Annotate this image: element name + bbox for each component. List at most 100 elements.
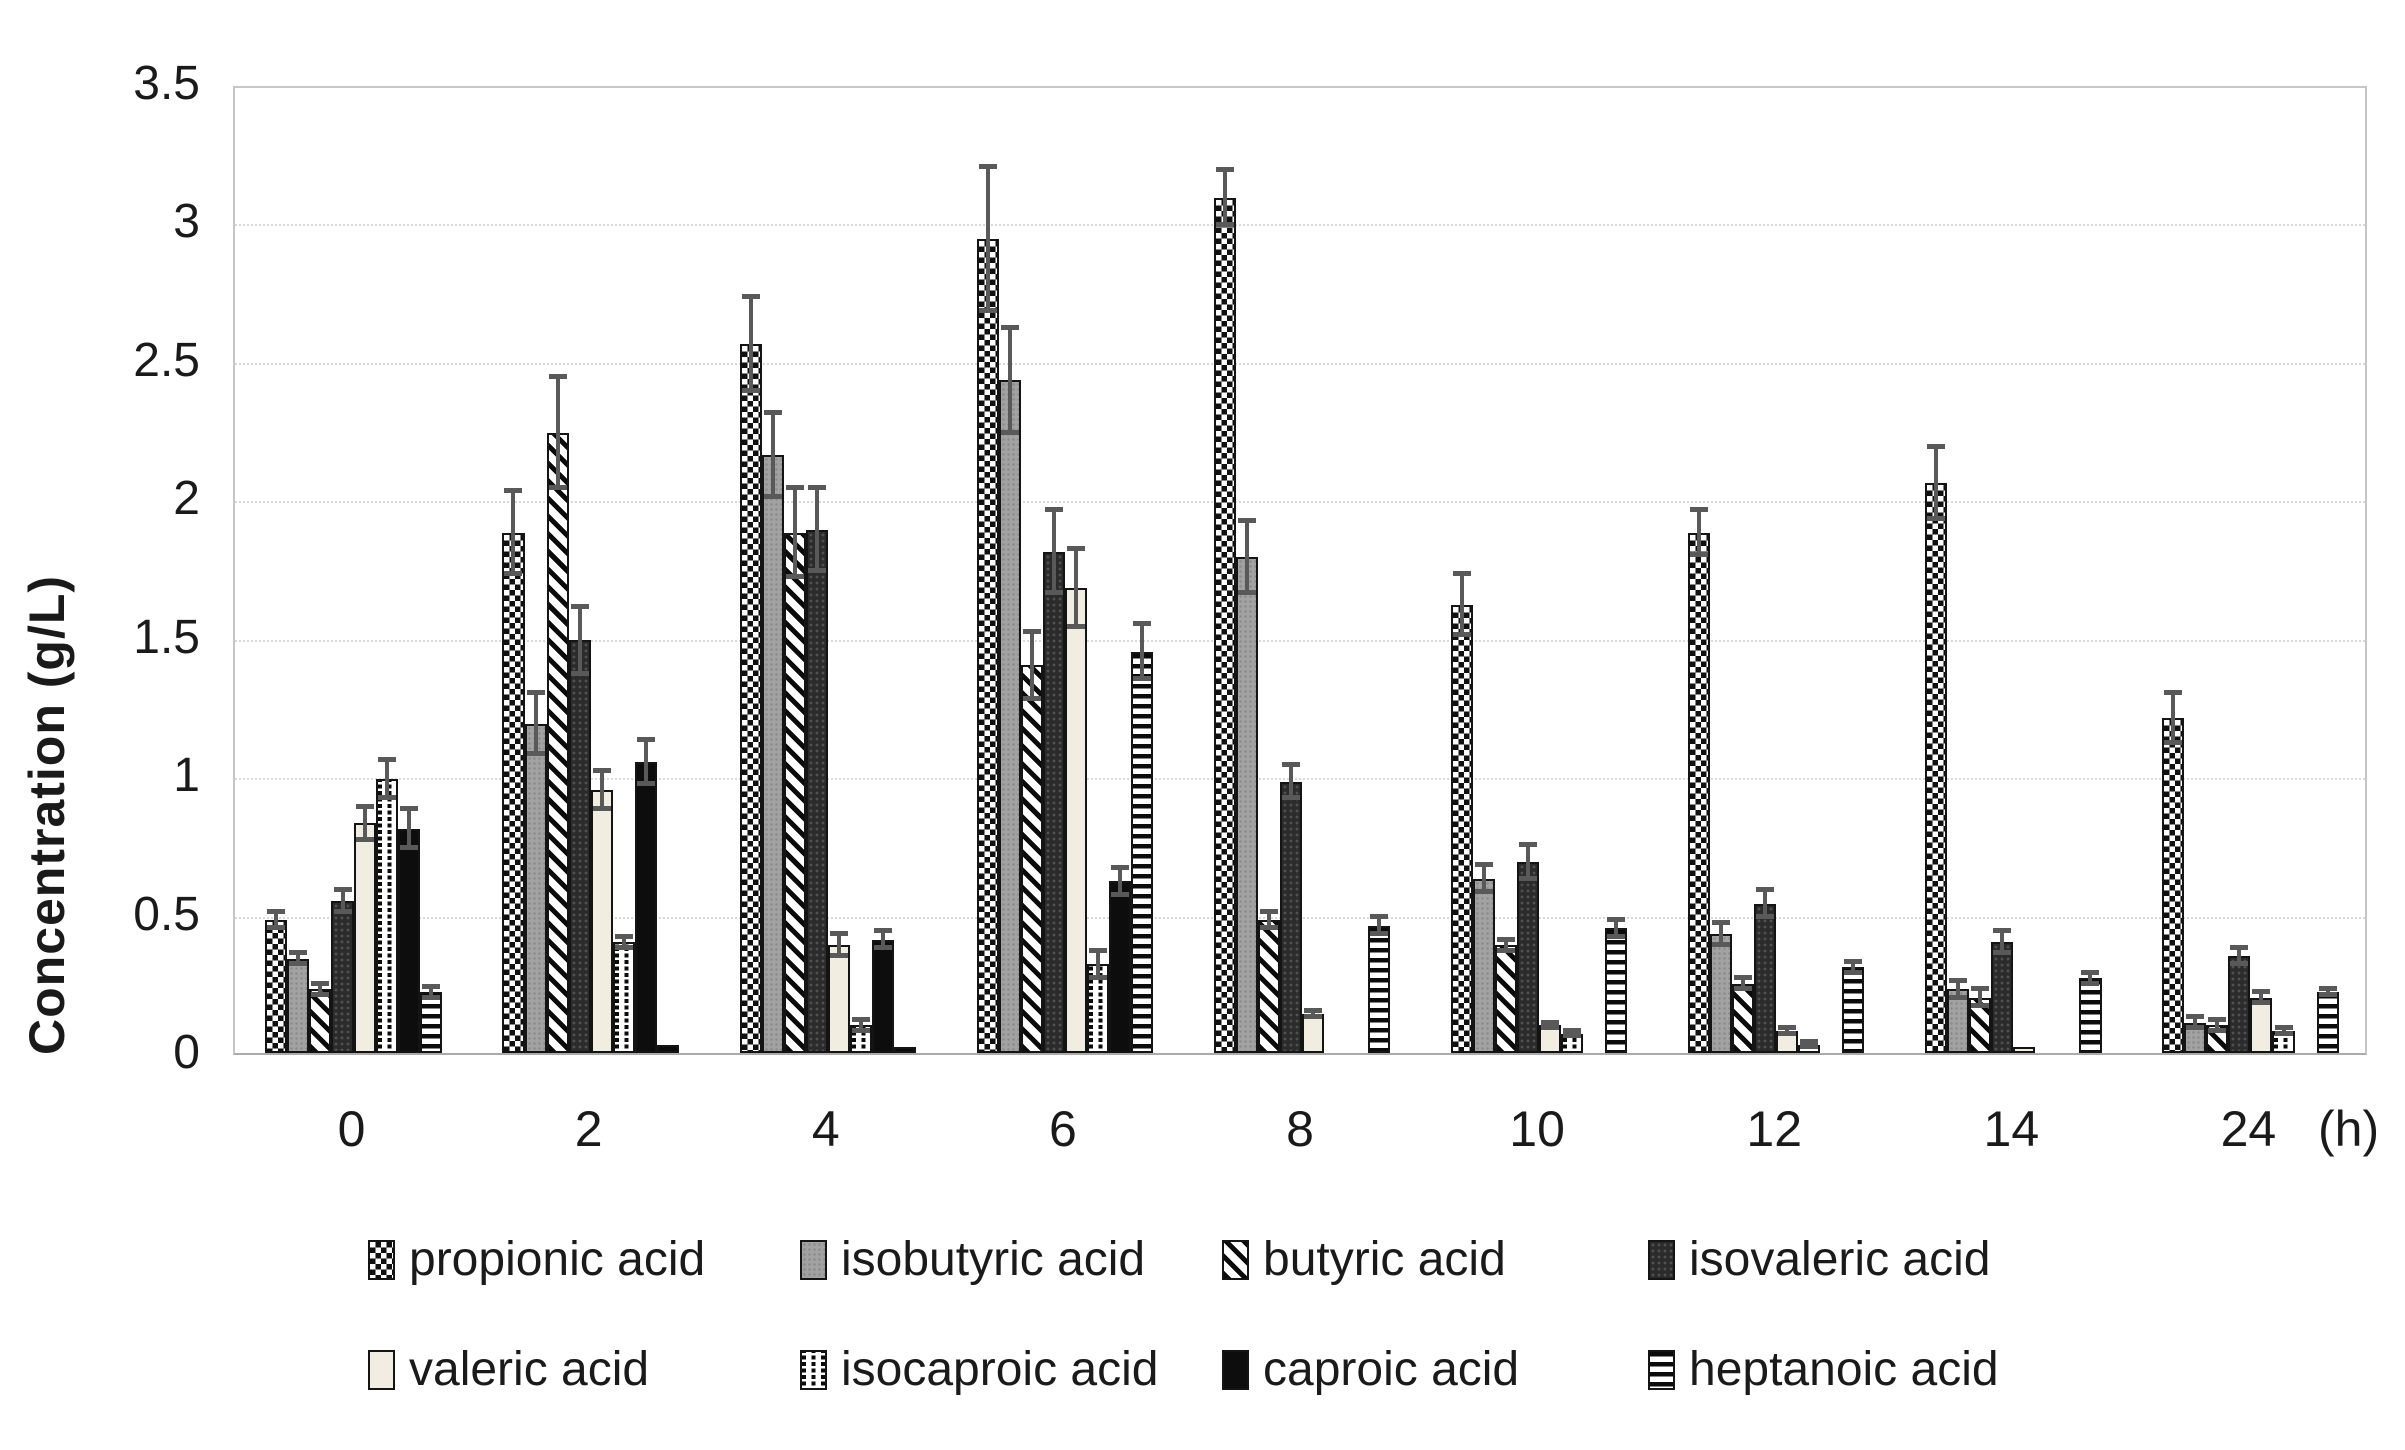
bar-slot (2295, 88, 2317, 1053)
error-bar-cap (851, 1027, 870, 1033)
error-bar-cap (1370, 914, 1389, 920)
error-bar (814, 488, 819, 572)
bar (1086, 964, 1109, 1053)
error-bar-cap (2274, 1025, 2293, 1031)
bar-slot (265, 88, 288, 1053)
error-bar-cap (1044, 590, 1063, 596)
error-bar-cap (311, 991, 330, 997)
bar-slot (353, 88, 376, 1053)
error-bar (1051, 510, 1056, 594)
error-bar-cap (1215, 222, 1234, 228)
error-bar-cap (1993, 950, 2012, 956)
y-tick-label: 3 (173, 195, 200, 249)
error-bar-cap (1734, 975, 1753, 981)
bar-group-8 (1213, 88, 1391, 1053)
bar (1301, 1014, 1325, 1053)
bar-group-12 (1688, 88, 1865, 1053)
error-bar-cap (1452, 571, 1471, 577)
bar (1279, 781, 1302, 1053)
error-bar-cap (1066, 623, 1085, 629)
bar-slot (805, 88, 828, 1053)
error-bar (1266, 911, 1271, 929)
legend-label: butyric acid (1263, 1233, 1506, 1286)
bar (502, 532, 525, 1053)
bar-slot (1969, 88, 1992, 1053)
error-bar (577, 607, 582, 674)
error-bar (2171, 693, 2176, 743)
error-bar (1763, 889, 1768, 918)
bar-slot (1346, 88, 1368, 1053)
error-bar-cap (1778, 1025, 1797, 1031)
x-tick-label: 10 (1509, 1101, 1565, 1157)
error-bar-cap (2252, 1000, 2271, 1006)
bar (739, 344, 762, 1053)
legend-swatch-icon (1648, 1239, 1675, 1280)
legend-item: heptanoic acid (1648, 1342, 1999, 1397)
bar-slot (1086, 88, 1109, 1053)
error-bar-cap (1370, 930, 1389, 936)
error-bar (1140, 623, 1145, 680)
legend-label: propionic acid (409, 1233, 706, 1286)
bar-slot (1991, 88, 2014, 1053)
error-bar-cap (2252, 989, 2271, 995)
error-bar-cap (1088, 975, 1107, 981)
bar-slot (309, 88, 332, 1053)
error-bar (1029, 632, 1034, 699)
error-bar (2215, 1019, 2220, 1031)
error-bar-cap (2318, 986, 2337, 992)
bar (1842, 967, 1865, 1053)
error-bar-cap (1259, 908, 1278, 914)
bar (893, 1047, 916, 1053)
error-bar-cap (504, 487, 523, 493)
bar-slot (568, 88, 591, 1053)
legend-item: isocaproic acid (800, 1342, 1158, 1397)
y-tick-label: 2.5 (133, 333, 200, 387)
error-bar (1288, 765, 1293, 799)
error-bar-cap (377, 756, 396, 762)
error-bar (511, 491, 516, 575)
bar (546, 432, 569, 1053)
bar-slot (893, 88, 916, 1053)
error-bar (1073, 549, 1078, 627)
legend-label: isocaproic acid (841, 1343, 1159, 1396)
bar-slot (2079, 88, 2102, 1053)
bar (2162, 718, 2185, 1053)
error-bar-cap (1690, 551, 1709, 557)
bar-slot (2316, 88, 2339, 1053)
error-bar-cap (1022, 695, 1041, 701)
bar (1688, 532, 1711, 1053)
bar (375, 778, 398, 1053)
bar-slot (761, 88, 784, 1053)
bar (1108, 881, 1132, 1053)
error-bar-cap (763, 410, 782, 416)
bar (2250, 997, 2273, 1053)
error-bar-cap (1927, 515, 1946, 521)
bar (524, 723, 547, 1053)
bar (656, 1044, 679, 1053)
error-bar (2088, 972, 2093, 984)
error-bar (1118, 867, 1122, 896)
error-bar-cap (978, 164, 997, 170)
error-bar-cap (1519, 875, 1538, 881)
legend-item: butyric acid (1222, 1232, 1506, 1287)
error-bar-cap (873, 928, 892, 934)
bar (849, 1025, 872, 1053)
error-bar-cap (1756, 914, 1775, 920)
bar-slot (1842, 88, 1865, 1053)
error-bar-cap (1111, 892, 1129, 898)
x-tick-label: 0 (337, 1101, 366, 1157)
bar (1064, 587, 1087, 1053)
error-bar-cap (526, 690, 545, 696)
bar (612, 942, 635, 1053)
error-bar-cap (1474, 889, 1493, 895)
error-bar (1526, 845, 1531, 879)
error-bar-cap (1712, 942, 1731, 948)
bar-slot (1820, 88, 1842, 1053)
error-bar-cap (1497, 936, 1516, 942)
y-tick-label: 0 (173, 1026, 200, 1079)
x-tick-label: 8 (1286, 1101, 1314, 1157)
error-bar-cap (1452, 631, 1471, 637)
bar-slot (1688, 88, 1711, 1053)
error-bar-cap (1949, 978, 1968, 984)
bar-group-10 (1450, 88, 1628, 1053)
